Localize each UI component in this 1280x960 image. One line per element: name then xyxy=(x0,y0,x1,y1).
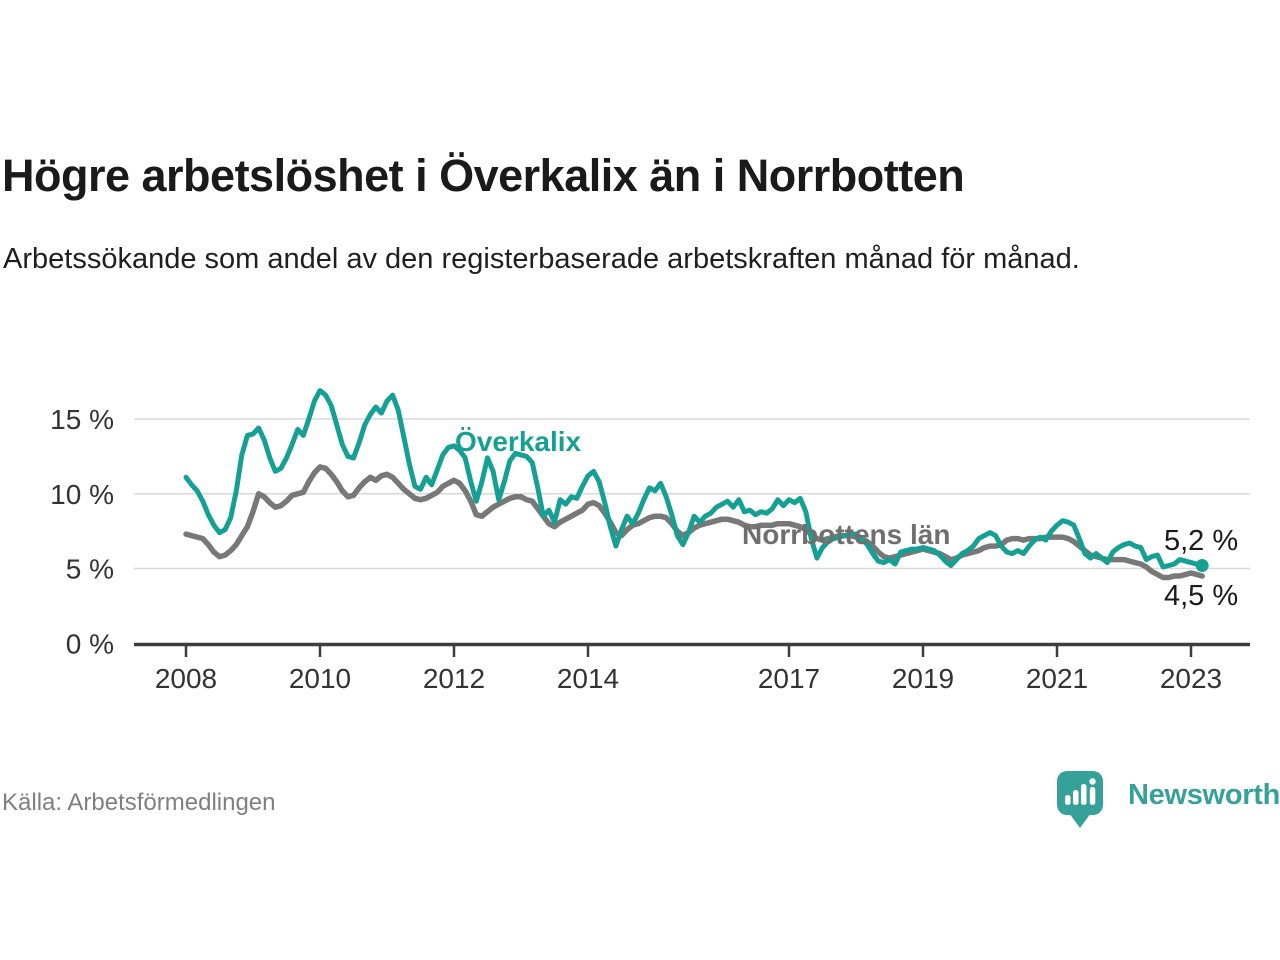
end-value-norrbotten: 4,5 % xyxy=(1164,580,1239,612)
y-tick-label: 5 % xyxy=(66,554,114,585)
x-tick-label: 2014 xyxy=(557,663,619,694)
x-tick-label: 2023 xyxy=(1160,663,1222,694)
logo-exclamation-bar xyxy=(1089,787,1096,805)
newsworthy-wordmark: Newsworthy xyxy=(1128,779,1280,811)
logo-bar-medium xyxy=(1073,790,1079,805)
y-tick-label: 10 % xyxy=(50,479,114,510)
x-tick-label: 2012 xyxy=(423,663,485,694)
series-label-norrbotten: Norrbottens län xyxy=(742,519,951,550)
chart-subtitle: Arbetssökande som andel av den registerb… xyxy=(3,243,1080,275)
page-title: Högre arbetslöshet i Överkalix än i Norr… xyxy=(2,150,965,201)
x-tick-label: 2010 xyxy=(289,663,351,694)
series-label-overkalix: Överkalix xyxy=(455,426,582,457)
series-end-dot-overkalix xyxy=(1195,559,1209,573)
x-tick-label: 2019 xyxy=(892,663,954,694)
newsworthy-logo-icon xyxy=(1057,771,1103,828)
x-tick-label: 2021 xyxy=(1026,663,1088,694)
end-value-overkalix: 5,2 % xyxy=(1164,525,1239,557)
logo-exclamation-dot xyxy=(1089,778,1096,785)
x-tick-label: 2017 xyxy=(758,663,820,694)
y-tick-label: 15 % xyxy=(50,404,114,435)
logo-bar-small xyxy=(1065,795,1071,805)
logo-bubble xyxy=(1057,771,1103,815)
y-tick-label: 0 % xyxy=(66,628,114,659)
series-line-overkalix xyxy=(183,388,1205,570)
source-note: Källa: Arbetsförmedlingen xyxy=(2,789,276,816)
x-tick-label: 2008 xyxy=(155,663,217,694)
logo-bubble-tail xyxy=(1069,813,1091,828)
logo-bar-tall xyxy=(1081,784,1087,805)
